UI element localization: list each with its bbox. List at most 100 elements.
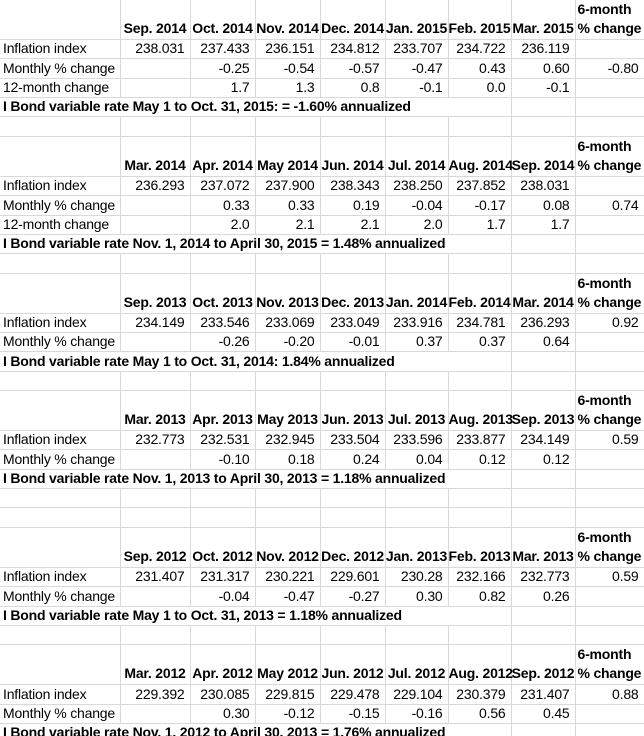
blank-cell[interactable] [511, 97, 576, 118]
value-cell[interactable]: 1.7 [511, 215, 576, 235]
blank-cell[interactable] [255, 625, 321, 646]
month-header-cell[interactable]: May 2013 [255, 390, 321, 432]
month-header-cell[interactable]: Mar. 2012 [120, 644, 191, 686]
blank-cell[interactable] [120, 116, 191, 137]
value-cell[interactable]: 0.37 [385, 332, 449, 353]
value-cell[interactable]: -0.27 [320, 586, 386, 607]
row-label-cell[interactable]: Monthly % change [0, 332, 121, 353]
value-cell[interactable]: 233.916 [385, 313, 449, 333]
month-header-cell[interactable]: Feb. 2014 [448, 273, 512, 314]
value-cell[interactable]: 0.45 [511, 704, 576, 724]
value-cell[interactable] [120, 58, 191, 79]
blank-cell[interactable] [511, 351, 576, 372]
summary-cell[interactable]: I Bond variable rate Nov. 1, 2013 to Apr… [0, 469, 512, 490]
value-cell[interactable]: 237.072 [190, 176, 256, 197]
blank-cell[interactable] [0, 116, 121, 137]
blank-cell[interactable] [511, 469, 576, 490]
row-label-cell[interactable]: Monthly % change [0, 449, 121, 470]
value-cell[interactable]: 0.30 [385, 586, 449, 607]
value-cell[interactable]: 2.1 [320, 215, 386, 235]
blank-cell[interactable] [0, 273, 121, 314]
six-month-value-cell[interactable]: -0.80 [575, 58, 644, 79]
blank-cell[interactable] [0, 253, 121, 274]
month-header-cell[interactable]: Dec. 2014 [320, 0, 386, 40]
blank-cell[interactable] [0, 136, 121, 177]
month-header-cell[interactable]: Jul. 2014 [385, 136, 449, 177]
blank-cell[interactable] [190, 116, 256, 137]
blank-cell[interactable] [190, 507, 256, 528]
row-label-cell[interactable]: Monthly % change [0, 195, 121, 216]
value-cell[interactable]: 0.0 [448, 78, 512, 99]
value-cell[interactable]: -0.1 [385, 78, 449, 99]
six-month-value-cell[interactable] [575, 449, 644, 470]
value-cell[interactable]: 238.031 [120, 39, 191, 60]
blank-cell[interactable] [575, 606, 644, 626]
value-cell[interactable]: 232.945 [255, 430, 321, 451]
blank-cell[interactable] [385, 116, 449, 137]
six-month-header-cell[interactable]: 6-month % change [575, 527, 644, 568]
blank-cell[interactable] [511, 116, 576, 137]
month-header-cell[interactable]: Jun. 2013 [320, 390, 386, 432]
blank-cell[interactable] [575, 723, 644, 736]
value-cell[interactable]: 233.069 [255, 313, 321, 333]
month-header-cell[interactable]: Mar. 2013 [511, 527, 576, 568]
value-cell[interactable]: 229.392 [120, 684, 191, 705]
blank-cell[interactable] [320, 116, 386, 137]
month-header-cell[interactable]: Dec. 2012 [320, 527, 386, 568]
row-label-cell[interactable]: Monthly % change [0, 704, 121, 724]
value-cell[interactable] [120, 449, 191, 470]
value-cell[interactable]: 233.504 [320, 430, 386, 451]
blank-cell[interactable] [320, 625, 386, 646]
summary-cell[interactable]: I Bond variable rate Nov. 1, 2014 to Apr… [0, 234, 512, 255]
value-cell[interactable]: -0.10 [190, 449, 256, 470]
month-header-cell[interactable]: Oct. 2014 [190, 0, 256, 40]
blank-cell[interactable] [120, 253, 191, 274]
value-cell[interactable]: 233.049 [320, 313, 386, 333]
value-cell[interactable]: 237.433 [190, 39, 256, 60]
month-header-cell[interactable]: Feb. 2013 [448, 527, 512, 568]
value-cell[interactable]: 0.64 [511, 332, 576, 353]
blank-cell[interactable] [385, 625, 449, 646]
value-cell[interactable]: 232.773 [120, 430, 191, 451]
value-cell[interactable]: -0.26 [190, 332, 256, 353]
value-cell[interactable]: 234.781 [448, 313, 512, 333]
blank-cell[interactable] [385, 371, 449, 392]
six-month-value-cell[interactable] [575, 704, 644, 724]
value-cell[interactable]: -0.1 [511, 78, 576, 99]
blank-cell[interactable] [511, 253, 576, 274]
six-month-header-cell[interactable]: 6-month % change [575, 644, 644, 686]
blank-cell[interactable] [120, 371, 191, 392]
blank-cell[interactable] [320, 371, 386, 392]
value-cell[interactable]: 234.149 [120, 313, 191, 333]
value-cell[interactable]: 236.293 [120, 176, 191, 197]
month-header-cell[interactable]: Mar. 2013 [120, 390, 191, 432]
six-month-header-cell[interactable]: 6-month % change [575, 273, 644, 314]
month-header-cell[interactable]: Aug. 2013 [448, 390, 513, 432]
blank-cell[interactable] [385, 507, 449, 528]
row-label-cell[interactable]: Inflation index [0, 684, 121, 705]
blank-cell[interactable] [120, 625, 191, 646]
blank-cell[interactable] [320, 488, 386, 509]
blank-cell[interactable] [575, 469, 644, 490]
month-header-cell[interactable]: Oct. 2012 [190, 527, 256, 568]
blank-cell[interactable] [0, 625, 121, 646]
value-cell[interactable]: 236.293 [511, 313, 576, 333]
month-header-cell[interactable]: Jan. 2013 [385, 527, 449, 568]
blank-cell[interactable] [511, 371, 576, 392]
row-label-cell[interactable]: Inflation index [0, 567, 121, 588]
value-cell[interactable]: 234.722 [448, 39, 512, 60]
month-header-cell[interactable]: Sep. 2013 [120, 273, 191, 314]
blank-cell[interactable] [511, 723, 576, 736]
blank-cell[interactable] [448, 371, 512, 392]
blank-cell[interactable] [575, 253, 644, 274]
blank-cell[interactable] [255, 371, 321, 392]
six-month-value-cell[interactable]: 0.59 [575, 567, 644, 588]
blank-cell[interactable] [255, 253, 321, 274]
six-month-value-cell[interactable] [575, 39, 644, 60]
month-header-cell[interactable]: Nov. 2013 [255, 273, 321, 314]
blank-cell[interactable] [385, 253, 449, 274]
value-cell[interactable]: 1.7 [190, 78, 256, 99]
value-cell[interactable]: 234.812 [320, 39, 386, 60]
month-header-cell[interactable]: Apr. 2013 [190, 390, 256, 432]
blank-cell[interactable] [385, 488, 449, 509]
